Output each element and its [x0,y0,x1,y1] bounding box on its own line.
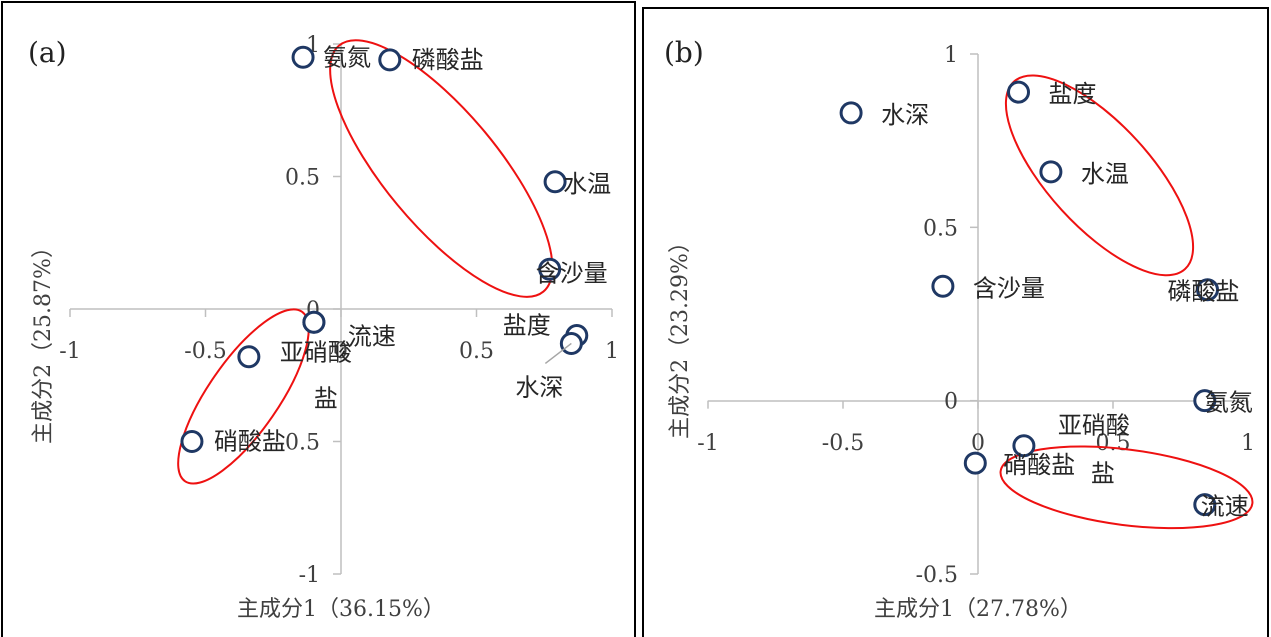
panel-b-point-label: 磷酸盐 [1168,278,1240,306]
panel-b-x-tick-label: 1 [1241,431,1255,456]
panel-a-x-tick-label: -1 [59,339,80,364]
panel-b-point-label: 盐度 [1049,80,1097,108]
panel-a-cluster-ellipse [177,308,310,485]
panel-b-point-marker [1193,389,1217,413]
panel-b-label: (b) [664,36,704,69]
panel-b-y-tick-label: 1 [944,43,958,68]
panel-b-point-marker [931,274,955,298]
panel-a-point-label: 含沙量 [536,259,608,287]
chart-panel-a: (a) -1 -0.5 0 0.5 1-1-0.500.51 氨氮 磷酸盐水温含沙量流速亚… [1,1,636,637]
panel-a-point-label: 水温 [563,170,611,198]
panel-b-y-axis-title: 主成分2（23.29%） [668,231,693,439]
panel-a-point-marker [302,310,326,334]
panel-b-point-marker [1007,80,1030,104]
panel-a-point-marker [237,345,261,369]
panel-b-point-label: 含沙量 [973,274,1045,302]
panel-a-label-leader [544,342,572,365]
panel-b-cluster-ellipse [999,445,1254,530]
panel-b-x-tick-label: 0 [971,431,985,456]
panel-b-y-tick-label: 0 [944,390,958,415]
panel-b-y-tick-label: -0.5 [916,563,958,588]
panel-a-x-tick-label: -0.5 [184,339,226,364]
panel-a-x-tick-label: 0 [334,339,348,364]
panel-a-cluster-ellipse [329,39,554,298]
panel-b-point-marker [1196,278,1219,302]
panel-b-point-label: 流速 [1201,493,1249,521]
panel-b-x-tick-label: 0.5 [1096,431,1131,456]
panel-a-point-marker [180,430,204,453]
panel-b-point-marker [1039,160,1063,184]
panel-a-point-label: 流速 [348,322,396,350]
panel-a-point-label: 磷酸盐 [412,46,484,74]
panel-a-x-axis-title: 主成分1（36.15%） [237,597,445,622]
panel-a-clusters [177,39,554,485]
panel-b-points [839,80,1219,517]
panel-b-point-label: 硝酸盐 [1003,451,1075,479]
panel-b-point-marker [1012,434,1036,458]
panel-a-y-tick-label: -0.5 [278,431,320,456]
panel-b-point-label: 水深 [881,101,929,129]
panel-b-x-tick-label: -0.5 [822,431,864,456]
panel-a-point-marker [538,257,562,281]
panel-b-x-tick-label: -1 [697,431,718,456]
panel-a-x-tick-label: 0.5 [459,339,494,364]
panel-a-y-axis-title: 主成分2（25.87%） [31,236,56,444]
panel-a-point-label: 水深 [515,373,563,401]
panel-b-point-marker [839,101,863,125]
panel-a-label: (a) [28,36,67,69]
panel-a-point-label: 盐度 [503,312,551,340]
panel-b-point-label: 氨氮 [1205,389,1253,417]
panel-a-x-tick-label: 1 [605,339,619,364]
panel-a-y-tick-label: -1 [299,563,320,588]
panel-b-point-marker [1193,493,1217,517]
panel-b-frame [642,7,1269,637]
panel-a-y-tick-label: 0.5 [285,166,320,191]
panel-a-point-label: 亚硝酸盐 [280,338,352,412]
panel-b-y-tick-label: 0.5 [923,216,958,241]
panel-a-ticks: -1 -0.5 0 0.5 1-1-0.500.51 [59,33,619,588]
panel-a-point-marker [543,170,567,194]
panel-b-ticks: -1 -0.5 0 0.5 1 -0.5 0 0.5 1 [697,43,1255,588]
panel-a-point-marker [291,45,315,69]
panel-a-point-label: 氨氮 [323,43,371,71]
panel-b-point-marker [963,451,987,475]
panel-b-x-axis-title: 主成分1（27.78%） [874,597,1082,622]
panel-a-point-label: 硝酸盐 [214,428,286,456]
panel-a-frame [1,1,636,637]
panel-b-point-label: 水温 [1081,160,1129,188]
panel-b-point-label: 亚硝酸盐 [1058,412,1130,488]
panel-a-point-marker [378,48,402,72]
